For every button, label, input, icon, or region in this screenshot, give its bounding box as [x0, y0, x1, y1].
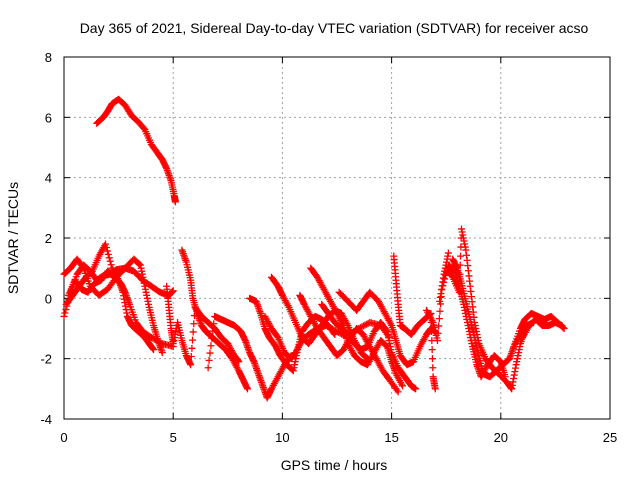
series-arc-d — [64, 267, 177, 351]
data-point — [434, 329, 442, 337]
y-tick-label: 6 — [45, 110, 52, 125]
data-point — [394, 388, 402, 396]
data-point — [428, 355, 436, 363]
data-point — [79, 263, 87, 271]
data-point — [496, 357, 504, 365]
data-point — [456, 261, 464, 269]
series-arc-g — [204, 312, 295, 402]
y-tick-label: 4 — [45, 171, 52, 186]
data-point — [190, 320, 198, 328]
data-point — [558, 321, 566, 329]
chart-title: Day 365 of 2021, Sidereal Day-to-day VTE… — [80, 20, 589, 36]
series-arc-l — [296, 291, 402, 396]
y-tick-label: -2 — [40, 352, 52, 367]
data-point — [60, 312, 68, 320]
x-axis-label: GPS time / hours — [281, 457, 388, 473]
data-point — [437, 300, 445, 308]
data-point — [431, 385, 439, 393]
series-arc-r — [442, 225, 529, 393]
data-point — [136, 260, 144, 268]
data-point — [104, 250, 112, 258]
data-point — [456, 270, 464, 278]
data-point — [157, 339, 165, 347]
x-tick-label: 15 — [384, 430, 398, 445]
data-point — [169, 287, 177, 295]
axis-ticks: 0 5 10 15 20 25 -4 -2 0 2 4 6 8 — [40, 50, 617, 445]
data-point — [235, 358, 243, 366]
data-point — [190, 312, 198, 320]
data-point — [105, 254, 113, 262]
data-point — [189, 328, 197, 336]
series-arc-high — [93, 95, 179, 206]
data-point — [101, 240, 109, 248]
data-point — [457, 252, 465, 260]
data-point — [205, 356, 213, 364]
data-point — [107, 261, 115, 269]
data-point — [436, 307, 444, 315]
data-point — [102, 243, 110, 251]
data-points — [60, 95, 568, 402]
x-tick-label: 0 — [60, 430, 67, 445]
grid-lines — [64, 57, 610, 419]
y-tick-label: 8 — [45, 50, 52, 65]
data-point — [382, 326, 390, 334]
data-point — [444, 249, 452, 257]
data-point — [399, 382, 407, 390]
series-arc-p — [423, 261, 509, 381]
data-point — [208, 334, 216, 342]
series-arc-f — [163, 282, 243, 369]
data-point — [439, 282, 447, 290]
data-point — [438, 285, 446, 293]
data-point — [456, 279, 464, 287]
data-point — [435, 315, 443, 323]
y-tick-label: 0 — [45, 291, 52, 306]
data-point — [207, 342, 215, 350]
data-point — [210, 320, 218, 328]
data-point — [206, 349, 214, 357]
data-point — [187, 353, 195, 361]
data-point — [429, 364, 437, 372]
data-point — [455, 288, 463, 296]
data-point — [61, 309, 69, 317]
data-point — [433, 337, 441, 345]
x-tick-label: 25 — [603, 430, 617, 445]
data-point — [428, 346, 436, 354]
data-point — [204, 364, 212, 372]
data-point — [437, 293, 445, 301]
data-point — [189, 336, 197, 344]
data-point — [440, 278, 448, 286]
data-point — [209, 327, 217, 335]
x-tick-label: 10 — [275, 430, 289, 445]
y-tick-label: 2 — [45, 231, 52, 246]
y-tick-label: -4 — [40, 412, 52, 427]
data-point — [428, 328, 436, 336]
data-point — [412, 385, 420, 393]
data-point — [150, 346, 158, 354]
series-arc-k — [307, 264, 407, 390]
data-point — [106, 257, 114, 265]
data-point — [171, 198, 179, 206]
data-point — [243, 385, 251, 393]
data-point — [187, 361, 195, 369]
data-point — [441, 275, 449, 283]
series-arc-n — [335, 288, 439, 369]
series-arc-m — [318, 300, 420, 393]
data-point — [103, 247, 111, 255]
y-axis-label: SDTVAR / TECUs — [5, 182, 21, 294]
data-point — [435, 322, 443, 330]
data-point — [188, 344, 196, 352]
x-tick-label: 20 — [494, 430, 508, 445]
data-point — [442, 271, 450, 279]
data-point — [158, 349, 166, 357]
series-arc-s — [510, 309, 568, 351]
x-tick-label: 5 — [170, 430, 177, 445]
